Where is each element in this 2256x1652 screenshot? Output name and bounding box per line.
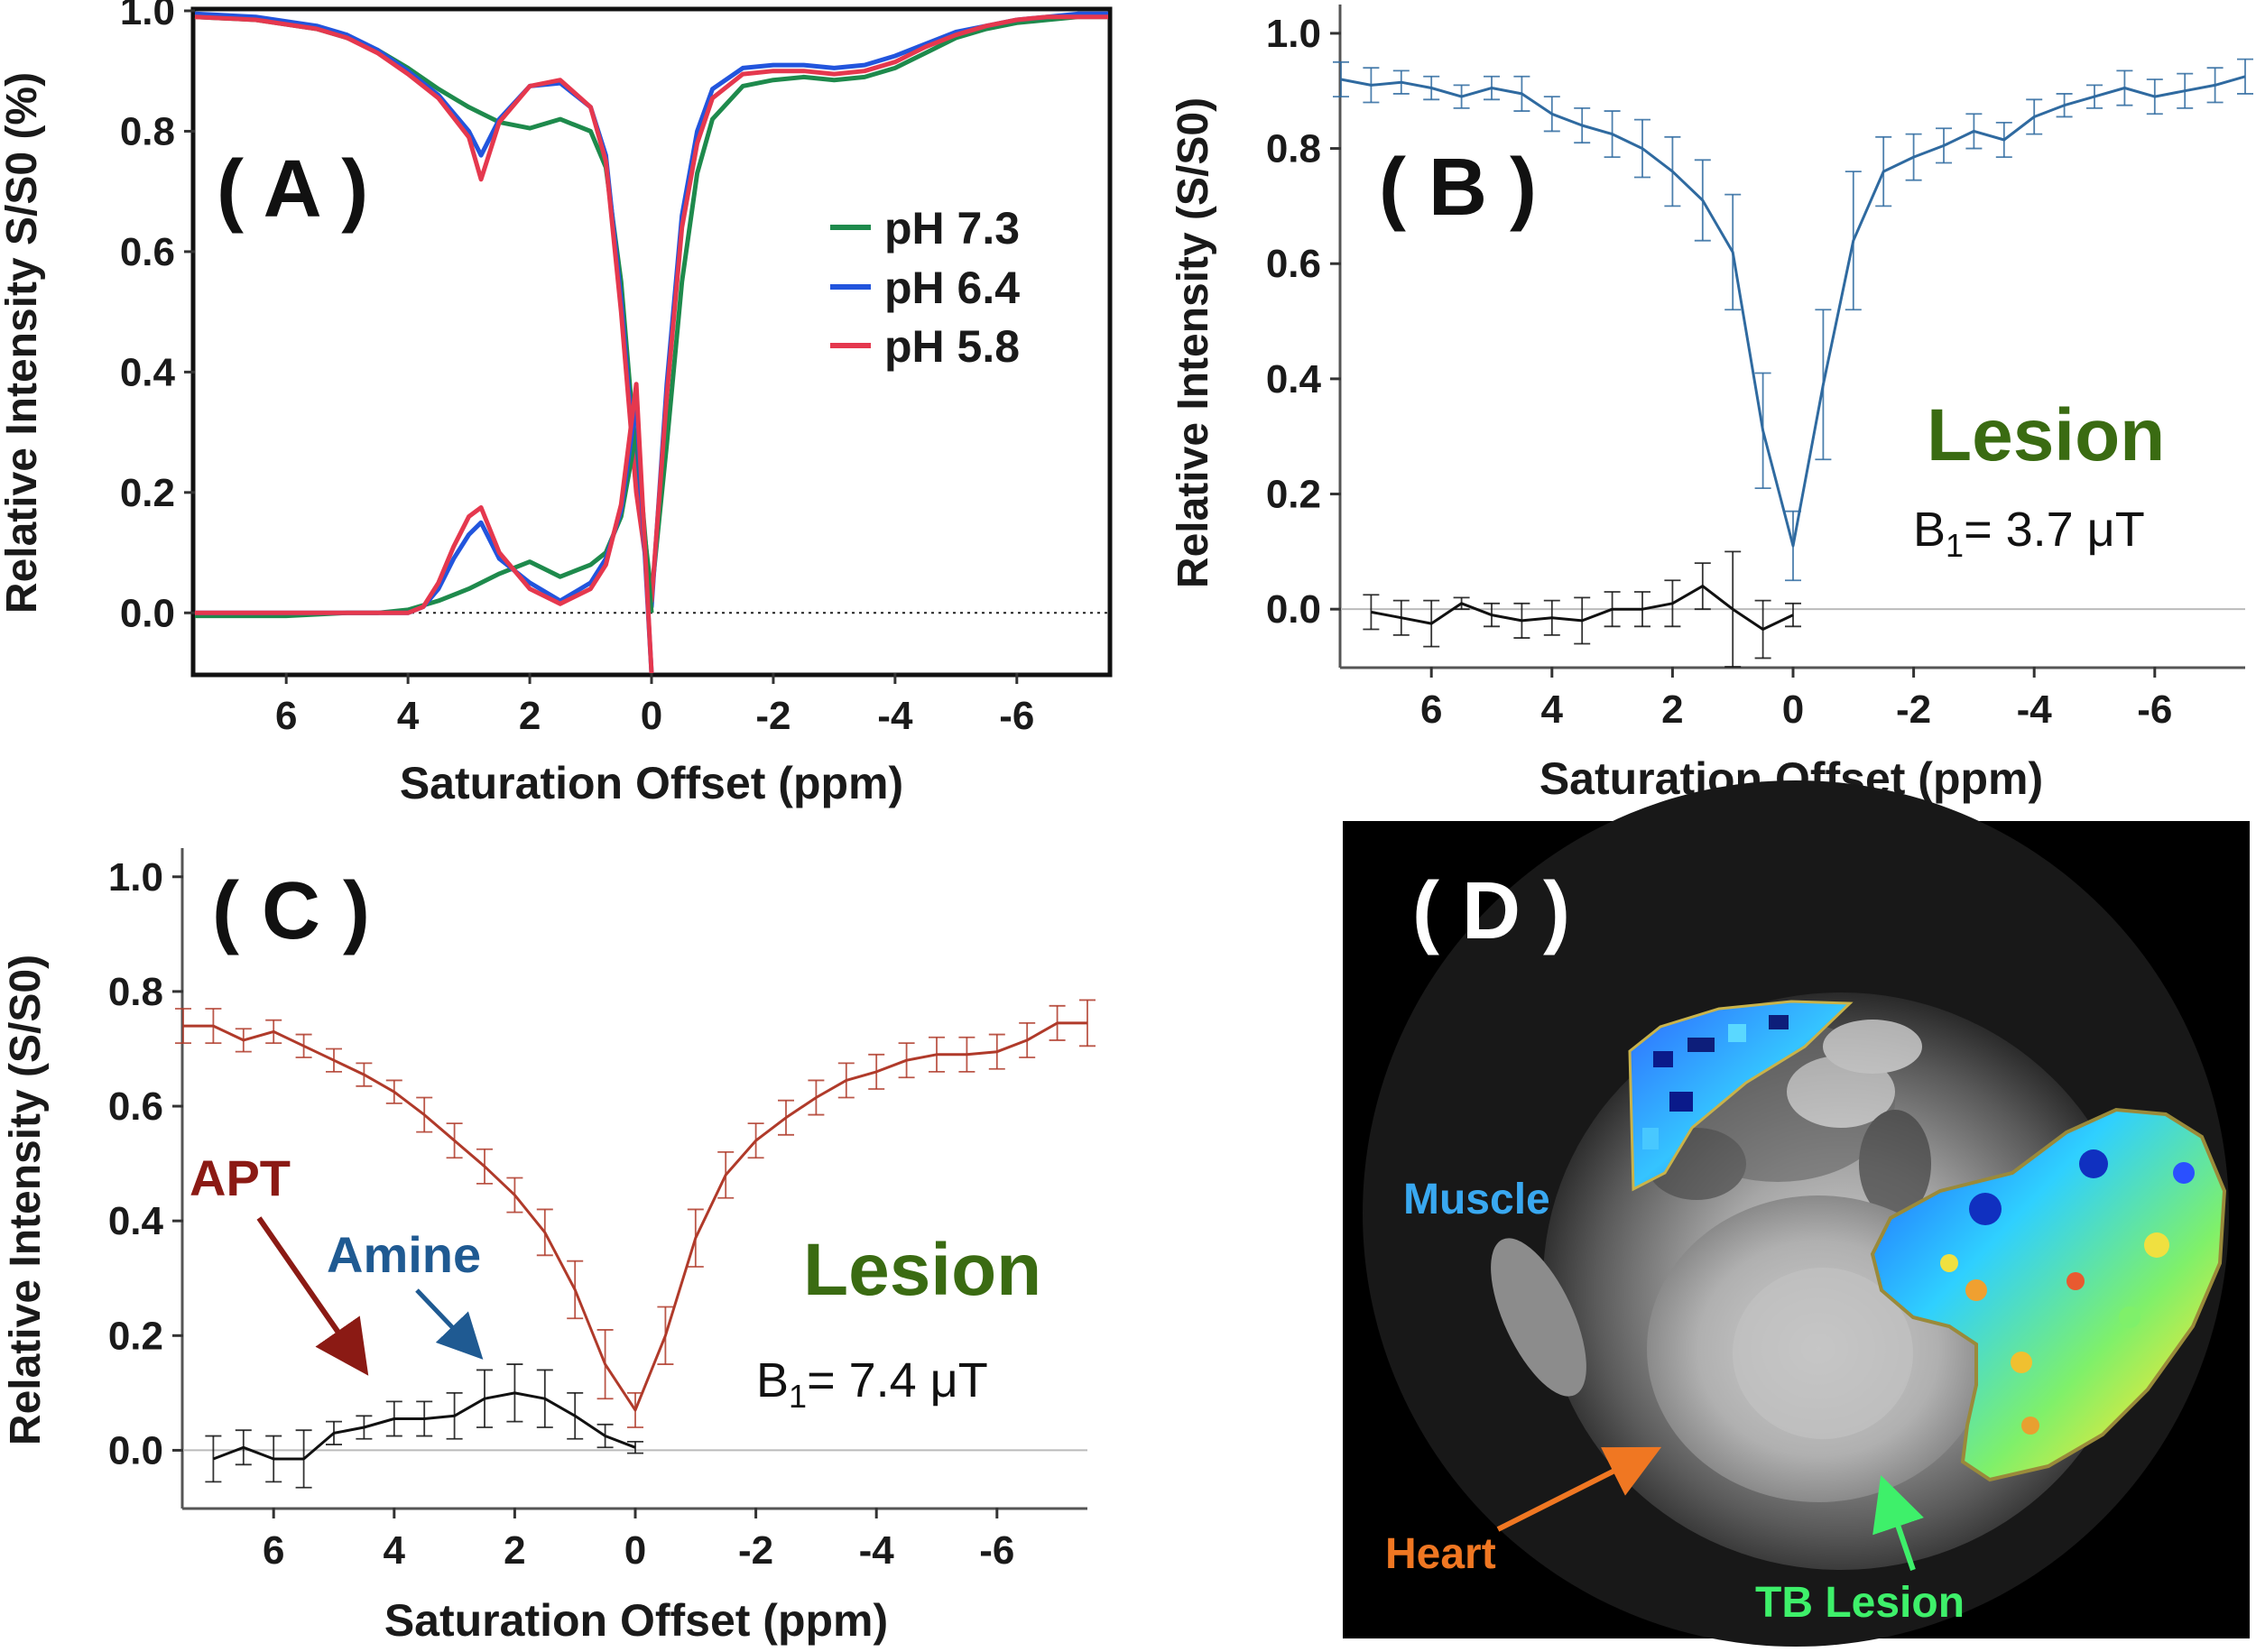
panel-d-label: ( D ) — [1412, 866, 1570, 956]
x-tick-label: 0 — [1782, 688, 1804, 732]
y-tick-label: 0.8 — [1266, 127, 1321, 171]
x-tick-label: -6 — [999, 694, 1034, 738]
y-tick-label: 0.8 — [120, 109, 175, 153]
panel-a-ticks: 6 4 2 0 -2 -4 -6 0.0 0.2 0.4 0.6 0.8 1.0 — [120, 0, 1035, 738]
x-tick-label: 4 — [384, 1528, 406, 1573]
series-line-ph-7-3 — [194, 14, 1108, 597]
legend-label-ph64: pH 6.4 — [884, 263, 1020, 313]
x-tick-label: -6 — [979, 1528, 1014, 1573]
muscle-label: Muscle — [1403, 1176, 1550, 1223]
x-tick-label: 6 — [275, 694, 297, 738]
y-tick-label: 0.2 — [120, 471, 175, 515]
panel-b-chart: 6 4 2 0 -2 -4 -6 0.0 0.2 0.4 0.6 0.8 1.0 ( B ) Lesio… — [1170, 5, 2253, 804]
panel-c-label: ( C ) — [212, 866, 370, 956]
apt-label: APT — [190, 1149, 291, 1206]
mri-arm — [1491, 1238, 1586, 1397]
y-tick-label: 1.0 — [1266, 12, 1321, 56]
y-tick-label: 0.4 — [120, 350, 176, 394]
y-tick-label: 1.0 — [108, 855, 163, 900]
x-tick-label: -4 — [877, 694, 913, 738]
x-tick-label: -6 — [2137, 688, 2172, 732]
series-line-ph-6-4 — [195, 400, 654, 674]
apt-arrow — [256, 1216, 369, 1376]
panel-b-b1-text: B1= 3.7 μT — [1913, 503, 2145, 564]
y-tick-label: 0.4 — [108, 1199, 164, 1243]
panel-b-ticks: 6 4 2 0 -2 -4 -6 0.0 0.2 0.4 0.6 0.8 1.0 — [1266, 12, 2173, 732]
series-line-ph-5-8 — [195, 382, 654, 674]
x-tick-label: 4 — [397, 694, 420, 738]
y-tick-label: 0.0 — [120, 591, 175, 635]
x-tick-label: 4 — [1541, 688, 1564, 732]
tb-lesion-roi — [1870, 1107, 2227, 1482]
heart-label: Heart — [1385, 1530, 1496, 1578]
muscle-roi-texture — [1642, 1015, 1789, 1149]
tb-lesion-roi-texture — [1940, 1149, 2195, 1435]
y-tick-label: 0.0 — [108, 1428, 163, 1472]
x-tick-label: -2 — [738, 1528, 773, 1573]
mri-heart-center — [1733, 1268, 1913, 1439]
panel-b-series — [1333, 58, 2253, 668]
panel-c-lesion-label: Lesion — [803, 1229, 1041, 1311]
panel-a-legend: pH 7.3 pH 6.4 pH 5.8 — [830, 203, 1020, 372]
x-tick-label: 2 — [1661, 688, 1683, 732]
x-tick-label: 6 — [1420, 688, 1442, 732]
panel-c-xlabel: Saturation Offset (ppm) — [384, 1595, 888, 1646]
panel-a-series — [194, 11, 1108, 674]
x-tick-label: -2 — [755, 694, 791, 738]
series-line-z-spectrum — [183, 1021, 1087, 1412]
tb-lesion-label: TB Lesion — [1755, 1579, 1965, 1627]
legend-label-ph73: pH 7.3 — [884, 203, 1020, 254]
panel-b-lesion-label: Lesion — [1927, 394, 2165, 476]
panel-c-ticks: 6 4 2 0 -2 -4 -6 0.0 0.2 0.4 0.6 0.8 1.0 — [108, 855, 1015, 1573]
panel-c-chart: 6 4 2 0 -2 -4 -6 0.0 0.2 0.4 0.6 0.8 1.0 ( C ) Lesio… — [2, 848, 1096, 1646]
panel-c-b1-text: B1= 7.4 μT — [756, 1353, 988, 1415]
amine-label: Amine — [327, 1226, 481, 1283]
x-tick-label: 2 — [504, 1528, 525, 1573]
tb-lesion-arrow — [1872, 1474, 1924, 1571]
heart-arrow — [1496, 1446, 1662, 1532]
muscle-roi — [1628, 1000, 1854, 1192]
x-tick-label: -4 — [859, 1528, 895, 1573]
amine-arrow — [415, 1288, 484, 1360]
panel-c-series — [175, 999, 1096, 1489]
panel-a-xlabel: Saturation Offset (ppm) — [400, 758, 903, 808]
x-tick-label: 0 — [624, 1528, 646, 1573]
y-tick-label: 1.0 — [120, 0, 175, 33]
panel-a-ylabel: Relative Intensity S/S0 (%) — [0, 72, 46, 614]
legend-label-ph58: pH 5.8 — [884, 321, 1020, 372]
y-tick-label: 0.4 — [1266, 357, 1322, 401]
x-tick-label: -4 — [2017, 688, 2053, 732]
y-tick-label: 0.8 — [108, 970, 163, 1014]
y-tick-label: 0.0 — [1266, 587, 1321, 632]
panel-a-label: ( A ) — [217, 144, 368, 235]
series-line-ph-5-8 — [194, 14, 1108, 604]
panel-a-chart: 6 4 2 0 -2 -4 -6 0.0 0.2 0.4 0.6 0.8 1.0 ( A ) pH 7.… — [0, 0, 1113, 808]
panel-d-mri-image: ( D ) Muscle Heart TB Lesion — [1343, 780, 2250, 1647]
y-tick-label: 0.6 — [1266, 242, 1321, 286]
y-tick-label: 0.2 — [108, 1314, 163, 1358]
y-tick-label: 0.6 — [108, 1084, 163, 1129]
panel-c-ylabel: Relative Intensity (S/S0) — [2, 955, 50, 1445]
y-tick-label: 0.6 — [120, 230, 175, 274]
x-tick-label: -2 — [1896, 688, 1931, 732]
x-tick-label: 2 — [519, 694, 541, 738]
x-tick-label: 0 — [641, 694, 662, 738]
panel-b-label: ( B ) — [1379, 143, 1537, 233]
y-tick-label: 0.2 — [1266, 473, 1321, 517]
panel-b-ylabel: Relative Intensity (S/S0) — [1170, 97, 1217, 588]
x-tick-label: 6 — [263, 1528, 284, 1573]
